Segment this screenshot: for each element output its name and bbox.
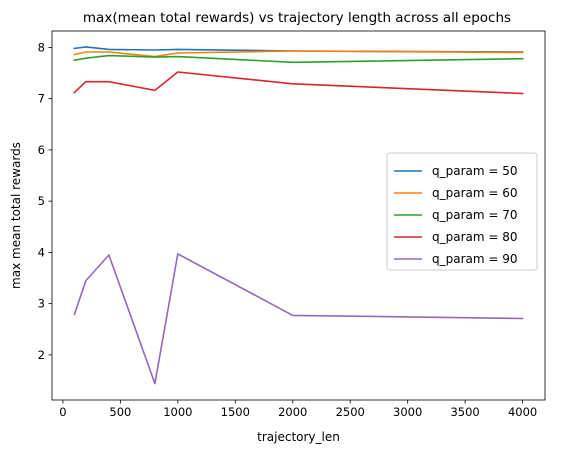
y-axis-label: max mean total rewards bbox=[9, 142, 23, 289]
x-tick-label: 3500 bbox=[450, 405, 479, 419]
x-tick-label: 3000 bbox=[393, 405, 422, 419]
y-tick-label: 6 bbox=[38, 143, 45, 157]
legend: q_param = 50 q_param = 60 q_param = 70 q_pa… bbox=[386, 152, 538, 271]
legend-entry-label: q_param = 70 bbox=[432, 208, 518, 222]
legend-entry-label: q_param = 60 bbox=[432, 186, 518, 200]
legend-entry-label: q_param = 80 bbox=[432, 230, 518, 244]
legend-entry-label: q_param = 50 bbox=[432, 164, 518, 178]
chart-title: max(mean total rewards) vs trajectory le… bbox=[83, 10, 511, 26]
y-tick-label: 8 bbox=[38, 40, 45, 54]
legend-box bbox=[386, 152, 538, 271]
x-tick-label: 500 bbox=[109, 405, 131, 419]
y-tick-label: 7 bbox=[38, 92, 45, 106]
x-tick-label: 2000 bbox=[278, 405, 307, 419]
x-axis: 0 500 1000 1500 2000 2500 3000 3500 4000 bbox=[59, 400, 537, 419]
x-tick-label: 1500 bbox=[221, 405, 250, 419]
series-line-q-param-90 bbox=[73, 253, 524, 385]
y-tick-label: 4 bbox=[38, 245, 45, 259]
legend-entry-label: q_param = 90 bbox=[432, 252, 518, 266]
x-tick-label: 1000 bbox=[163, 405, 192, 419]
x-tick-label: 0 bbox=[59, 405, 66, 419]
series-line-q-param-70 bbox=[73, 54, 524, 64]
x-tick-label: 2500 bbox=[336, 405, 365, 419]
y-tick-label: 3 bbox=[38, 297, 45, 311]
y-tick-label: 2 bbox=[38, 348, 45, 362]
series-line-q-param-80 bbox=[73, 71, 524, 95]
y-axis: 2 3 4 5 6 7 8 bbox=[38, 40, 52, 362]
x-axis-label: trajectory_len bbox=[257, 430, 340, 444]
series-lines bbox=[73, 46, 524, 385]
y-tick-label: 5 bbox=[38, 194, 45, 208]
x-tick-label: 4000 bbox=[508, 405, 537, 419]
